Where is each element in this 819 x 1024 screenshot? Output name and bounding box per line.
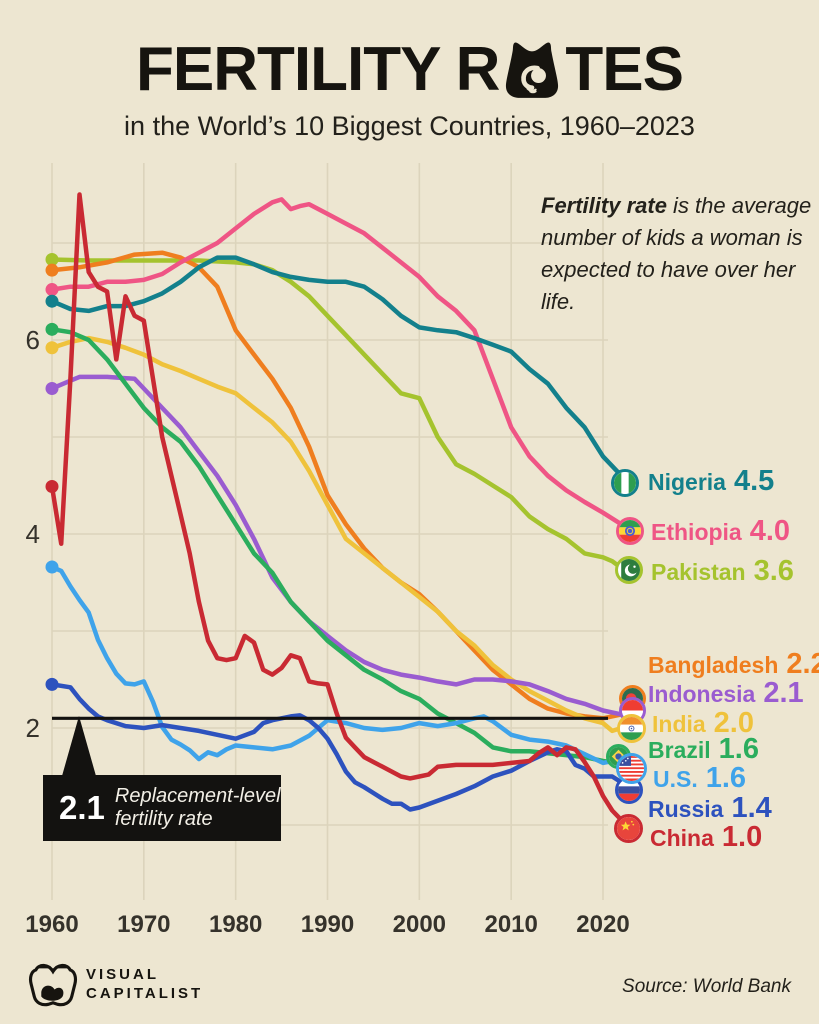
page-title: FERTILITY R TES bbox=[0, 34, 819, 105]
us-flag-icon bbox=[616, 753, 647, 784]
title-text-right: TES bbox=[565, 35, 684, 104]
ethiopia-flag-icon bbox=[616, 517, 644, 545]
legend-item-pakistan: Pakistan 3.6 bbox=[651, 555, 794, 587]
x-axis-tick-label: 1970 bbox=[117, 911, 170, 938]
series-start-dot bbox=[45, 252, 59, 266]
series-line-china bbox=[49, 192, 633, 828]
legend-item-india: India 2.0 bbox=[652, 707, 754, 739]
series-line-indonesia bbox=[49, 374, 633, 721]
legend-item-nigeria: Nigeria 4.5 bbox=[648, 465, 775, 497]
series-line-us bbox=[49, 564, 633, 770]
series-line-russia bbox=[49, 682, 633, 812]
legend-item-china: China 1.0 bbox=[650, 821, 763, 853]
nigeria-flag-icon bbox=[611, 469, 639, 497]
series-start-dot bbox=[45, 283, 59, 297]
replacement-annotation: 2.1 Replacement-level fertility rate bbox=[43, 775, 281, 841]
series-start-dot bbox=[45, 322, 59, 336]
series-line-ethiopia bbox=[49, 197, 633, 537]
india-flag-icon bbox=[617, 714, 646, 743]
y-axis-tick-label: 4 bbox=[26, 519, 40, 549]
pakistan-flag-icon bbox=[615, 556, 643, 584]
x-axis-tick-label: 1980 bbox=[209, 911, 262, 938]
series-start-dot bbox=[45, 382, 59, 395]
series-start-dot bbox=[45, 294, 59, 308]
x-axis-tick-label: 1990 bbox=[301, 911, 354, 938]
legend-item-ethiopia: Ethiopia 4.0 bbox=[651, 515, 791, 547]
legend-item-indonesia: Indonesia 2.1 bbox=[648, 677, 804, 709]
china-flag-icon bbox=[614, 814, 643, 843]
series-line-india bbox=[49, 335, 633, 734]
annotation-text: Replacement-level fertility rate bbox=[114, 785, 281, 830]
y-axis-tick-label: 2 bbox=[26, 713, 40, 743]
series-start-dot bbox=[45, 560, 59, 574]
x-axis-tick-label: 2020 bbox=[576, 911, 629, 938]
definition-note: Fertility rate is the average number of … bbox=[541, 190, 813, 318]
series-line-brazil bbox=[49, 327, 633, 770]
x-axis-tick-label: 2010 bbox=[484, 911, 537, 938]
series-line-bangladesh bbox=[49, 250, 633, 721]
series-start-dot bbox=[45, 341, 59, 355]
annotation-pointer bbox=[62, 716, 96, 776]
legend-item-bangladesh: Bangladesh 2.2 bbox=[648, 648, 819, 680]
definition-term: Fertility rate bbox=[541, 193, 667, 218]
brand-name: VISUAL CAPITALIST bbox=[86, 966, 204, 1002]
series-line-nigeria bbox=[49, 255, 633, 488]
y-axis-tick-label: 6 bbox=[26, 325, 40, 355]
x-axis-tick-label: 2000 bbox=[393, 911, 446, 938]
fetus-womb-icon bbox=[506, 41, 559, 98]
series-start-dot bbox=[45, 479, 59, 493]
source-credit: Source: World Bank bbox=[622, 976, 791, 997]
legend-item-brazil: Brazil 1.6 bbox=[648, 733, 759, 765]
title-text-left: FERTILITY R bbox=[136, 35, 500, 104]
annotation-value: 2.1 bbox=[59, 789, 105, 826]
legend-item-russia: Russia 1.4 bbox=[648, 792, 772, 824]
legend-item-us: U.S. 1.6 bbox=[653, 762, 747, 794]
series-line-pakistan bbox=[49, 257, 633, 576]
subtitle: in the World’s 10 Biggest Countries, 196… bbox=[124, 111, 695, 141]
visual-capitalist-logo-icon bbox=[28, 963, 78, 1007]
brand-logo-block: VISUAL CAPITALIST bbox=[28, 960, 203, 1008]
definition-text: is the average number of kids a woman is… bbox=[541, 193, 812, 314]
series-start-dot bbox=[45, 263, 59, 277]
x-axis-tick-label: 1960 bbox=[25, 911, 78, 938]
series-start-dot bbox=[45, 677, 59, 691]
header: FERTILITY R TES in the World’s 10 Bigges… bbox=[0, 34, 819, 142]
